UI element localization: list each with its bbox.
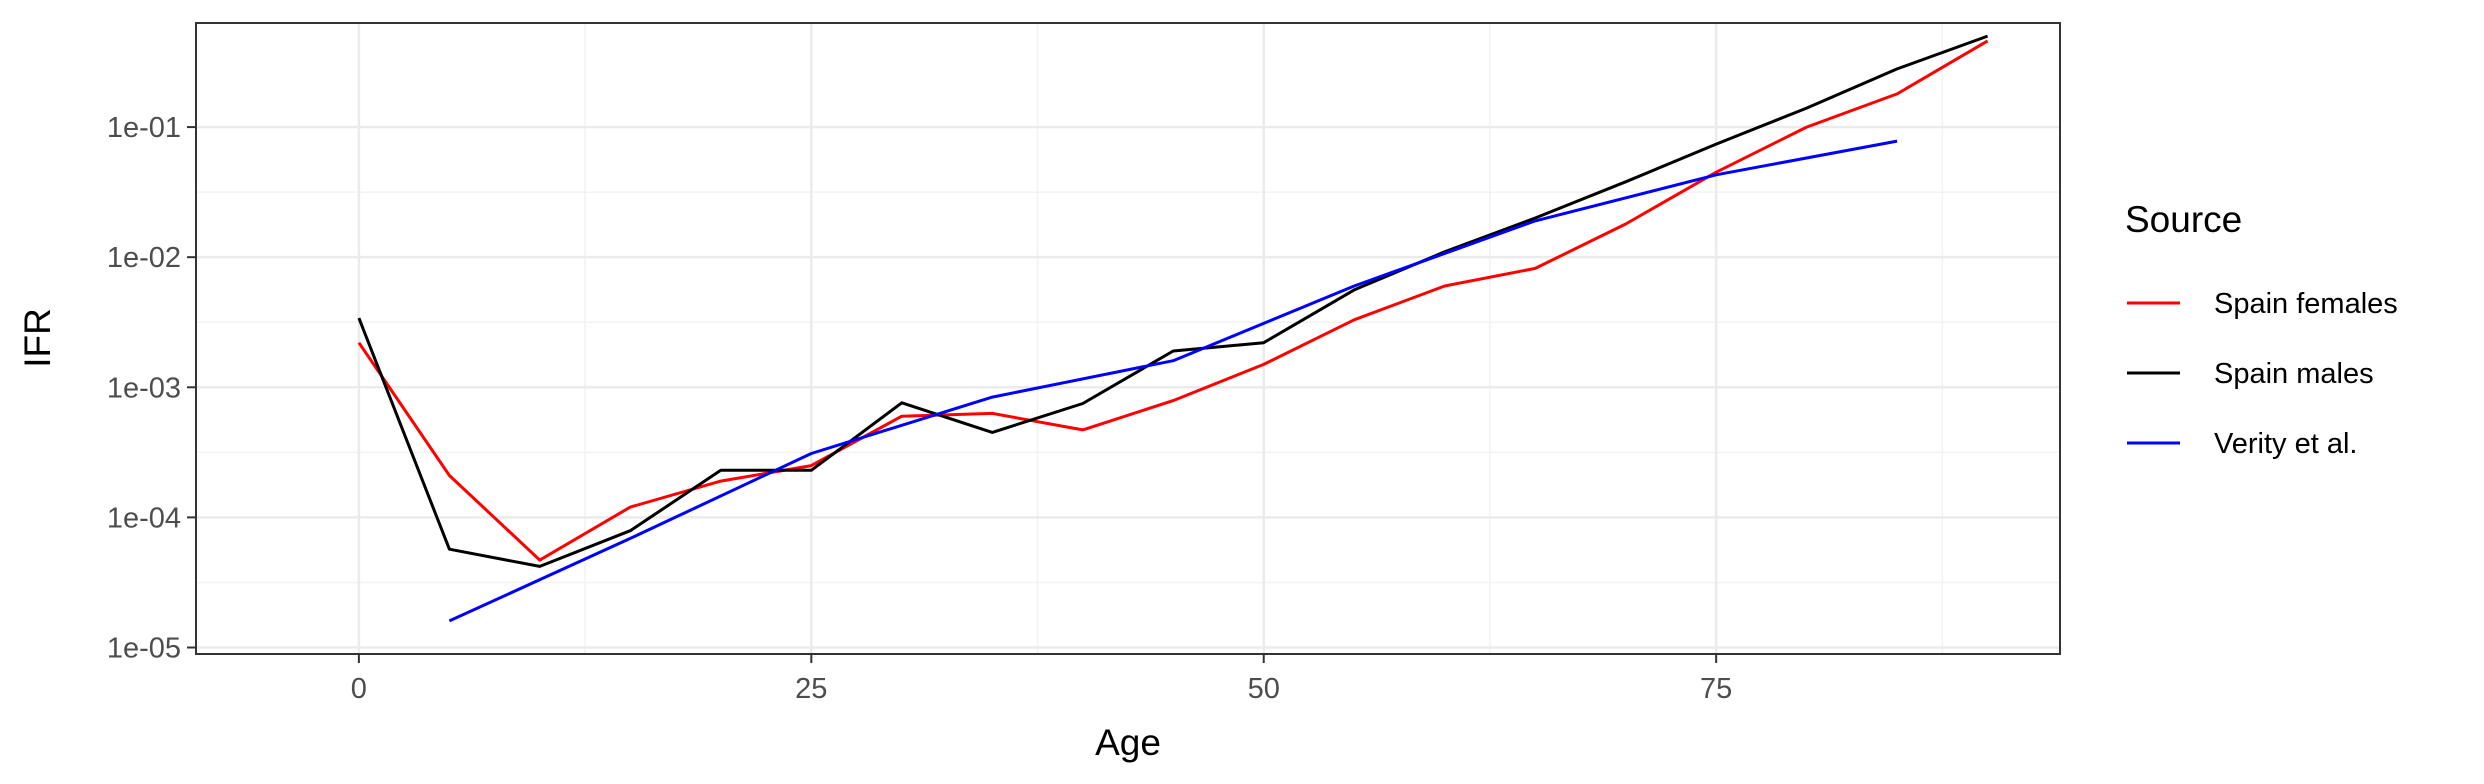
y-axis-title: IFR: [17, 308, 58, 368]
x-tick-label: 25: [795, 673, 827, 705]
y-tick-label: 1e-03: [107, 372, 181, 404]
plot-panel-border: [195, 22, 2061, 655]
grid-lines: [196, 23, 2060, 654]
legend-label-spain-males: Spain males: [2214, 358, 2374, 390]
legend-label-verity-et-al: Verity et al.: [2214, 428, 2357, 460]
legend-label-spain-females: Spain females: [2214, 288, 2398, 320]
axes: 0 25 50 75 1e-05 1e-04 1e-03 1e-02 1e-01: [107, 112, 1732, 705]
series-lines: [357, 34, 1989, 623]
x-tick-label: 50: [1248, 673, 1280, 705]
y-tick-label: 1e-02: [107, 242, 181, 274]
y-tick-label: 1e-04: [107, 502, 181, 534]
x-tick-label: 75: [1700, 673, 1732, 705]
series-line-verity-et-al: [448, 139, 1898, 623]
y-tick-label: 1e-05: [107, 632, 181, 664]
y-tick-label: 1e-01: [107, 112, 181, 144]
series-line-spain-males: [357, 34, 1989, 568]
x-axis-title: Age: [1095, 722, 1161, 763]
legend: Source Spain females Spain males Verity et…: [2125, 199, 2398, 460]
legend-title: Source: [2125, 199, 2242, 240]
series-line-spain-females: [357, 39, 1989, 562]
x-tick-label: 0: [351, 673, 367, 705]
